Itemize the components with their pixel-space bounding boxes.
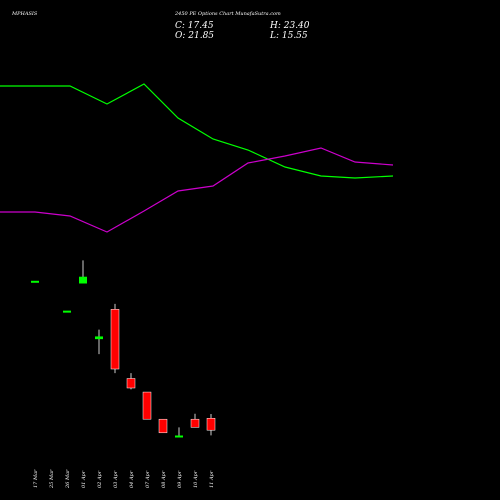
candle	[175, 427, 183, 438]
symbol-label: MPHASIS	[11, 11, 38, 17]
x-tick-label: 25 Mar	[49, 469, 55, 489]
x-tick-label: 01 Apr	[81, 470, 87, 488]
x-tick-label: 07 Apr	[145, 470, 151, 488]
candle-body	[126, 378, 136, 389]
candle	[142, 391, 152, 420]
x-tick-label: 10 Apr	[193, 470, 199, 488]
chart-subtitle: 2450 PE Options Chart MunafaSutra.com	[174, 11, 281, 17]
candle	[79, 260, 87, 284]
overlay-line-magenta	[0, 147, 394, 233]
overlay-lines	[0, 83, 394, 233]
x-axis-ticks: 17 Mar 25 Mar 26 Mar 01 Apr 02 Apr 03 Apr 04 A…	[33, 469, 215, 489]
candle-body	[95, 336, 103, 340]
low-value: L: 15.55	[269, 31, 308, 41]
x-tick-label: 11 Apr	[209, 470, 215, 488]
candles	[31, 260, 216, 438]
candle	[126, 373, 136, 390]
candle	[31, 280, 39, 283]
x-tick-label: 17 Mar	[33, 469, 39, 488]
candle-body	[79, 276, 87, 284]
candle-body	[175, 435, 183, 438]
x-tick-label: 08 Apr	[161, 470, 167, 488]
x-tick-label: 09 Apr	[177, 470, 183, 488]
candle	[158, 418, 168, 434]
x-tick-label: 03 Apr	[113, 470, 119, 488]
x-tick-label: 02 Apr	[97, 470, 103, 488]
candle-body	[158, 418, 168, 434]
high-value: H: 23.40	[269, 21, 310, 31]
candle-body	[142, 391, 152, 420]
candle-body	[31, 280, 39, 283]
x-tick-label: 04 Apr	[129, 470, 135, 488]
candle-body	[190, 418, 200, 428]
candle	[110, 303, 120, 374]
candle	[190, 413, 200, 428]
overlay-line-green	[0, 83, 394, 179]
open-value: O: 21.85	[175, 31, 214, 41]
candle-body	[63, 310, 71, 313]
candle	[95, 329, 103, 355]
candle-body	[110, 309, 120, 370]
close-value: C: 17.45	[175, 21, 214, 31]
candle	[63, 310, 71, 313]
x-tick-label: 26 Mar	[65, 469, 71, 489]
candle-body	[206, 418, 216, 431]
candle	[206, 414, 216, 436]
